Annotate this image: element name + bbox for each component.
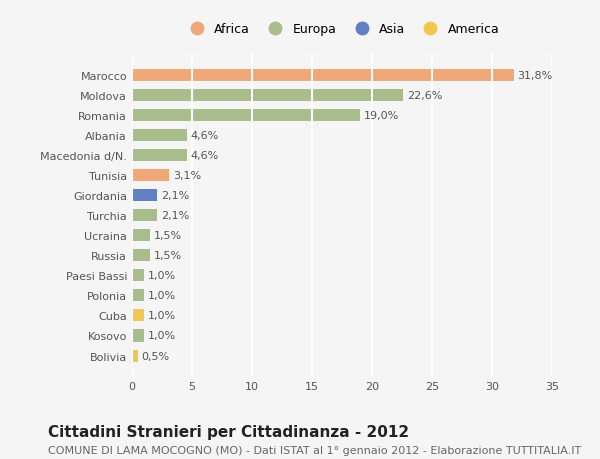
Bar bbox=[132, 210, 157, 222]
Legend: Africa, Europa, Asia, America: Africa, Europa, Asia, America bbox=[181, 20, 503, 40]
Bar bbox=[132, 270, 144, 282]
Text: 1,0%: 1,0% bbox=[148, 331, 176, 341]
Text: 1,5%: 1,5% bbox=[154, 231, 182, 241]
Bar bbox=[132, 130, 187, 142]
Text: 1,0%: 1,0% bbox=[148, 311, 176, 321]
Bar bbox=[132, 330, 144, 342]
Text: 2,1%: 2,1% bbox=[161, 211, 189, 221]
Bar bbox=[132, 90, 403, 102]
Text: 2,1%: 2,1% bbox=[161, 191, 189, 201]
Text: COMUNE DI LAMA MOCOGNO (MO) - Dati ISTAT al 1° gennaio 2012 - Elaborazione TUTTI: COMUNE DI LAMA MOCOGNO (MO) - Dati ISTAT… bbox=[48, 445, 581, 455]
Text: 22,6%: 22,6% bbox=[407, 91, 442, 101]
Bar bbox=[132, 170, 169, 182]
Bar bbox=[132, 190, 157, 202]
Text: 4,6%: 4,6% bbox=[191, 131, 219, 141]
Text: 31,8%: 31,8% bbox=[517, 71, 553, 81]
Text: 0,5%: 0,5% bbox=[142, 351, 170, 361]
Text: 1,0%: 1,0% bbox=[148, 291, 176, 301]
Text: Cittadini Stranieri per Cittadinanza - 2012: Cittadini Stranieri per Cittadinanza - 2… bbox=[48, 425, 409, 440]
Text: 4,6%: 4,6% bbox=[191, 151, 219, 161]
Bar bbox=[132, 310, 144, 322]
Text: 3,1%: 3,1% bbox=[173, 171, 201, 181]
Bar bbox=[132, 230, 150, 242]
Bar bbox=[132, 290, 144, 302]
Text: 1,0%: 1,0% bbox=[148, 271, 176, 281]
Bar bbox=[132, 250, 150, 262]
Bar bbox=[132, 350, 138, 362]
Bar bbox=[132, 70, 514, 82]
Bar bbox=[132, 150, 187, 162]
Text: 19,0%: 19,0% bbox=[364, 111, 399, 121]
Text: 1,5%: 1,5% bbox=[154, 251, 182, 261]
Bar bbox=[132, 110, 360, 122]
